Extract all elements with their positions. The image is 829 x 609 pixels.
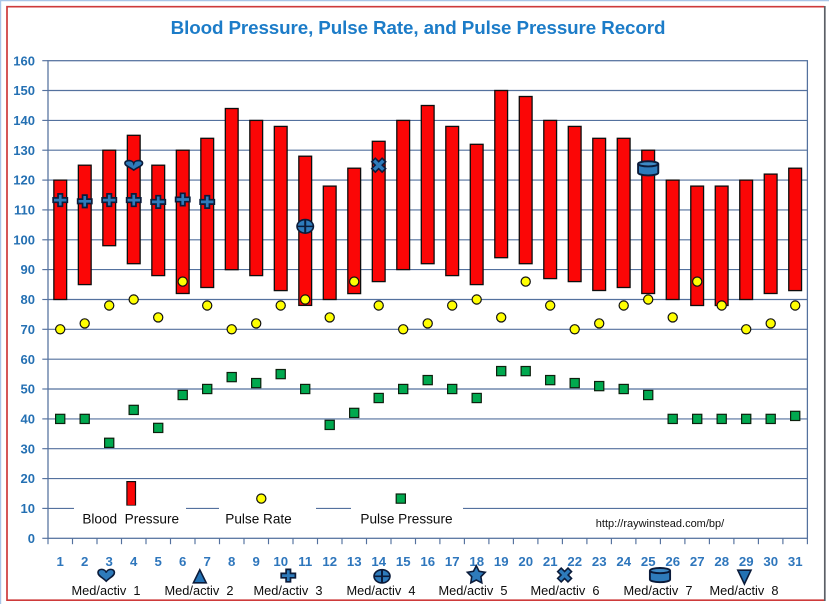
svg-text:21: 21 [543, 554, 558, 569]
svg-text:22: 22 [567, 554, 582, 569]
svg-text:14: 14 [371, 554, 386, 569]
svg-text:3: 3 [106, 554, 113, 569]
svg-text:Med/activ 7: Med/activ 7 [624, 583, 693, 598]
svg-text:11: 11 [298, 554, 312, 569]
svg-text:18: 18 [469, 554, 484, 569]
svg-text:5: 5 [155, 554, 162, 569]
svg-text:24: 24 [616, 554, 631, 569]
svg-text:31: 31 [788, 554, 803, 569]
svg-text:Med/activ 3: Med/activ 3 [254, 583, 323, 598]
svg-text:27: 27 [690, 554, 705, 569]
svg-text:23: 23 [592, 554, 607, 569]
svg-text:http://raywinstead.com/bp/: http://raywinstead.com/bp/ [596, 518, 725, 530]
svg-text:Med/activ 6: Med/activ 6 [531, 583, 600, 598]
svg-text:15: 15 [396, 554, 411, 569]
svg-text:Pulse Rate: Pulse Rate [225, 512, 292, 527]
svg-text:30: 30 [21, 441, 35, 456]
svg-text:28: 28 [714, 554, 729, 569]
svg-text:0: 0 [28, 531, 35, 546]
svg-text:130: 130 [13, 143, 35, 158]
svg-text:29: 29 [739, 554, 754, 569]
svg-text:100: 100 [13, 232, 35, 247]
svg-text:150: 150 [13, 83, 35, 98]
svg-text:Med/activ 5: Med/activ 5 [439, 583, 508, 598]
svg-text:110: 110 [14, 203, 35, 218]
svg-text:9: 9 [253, 554, 260, 569]
svg-text:12: 12 [322, 554, 337, 569]
svg-text:1: 1 [57, 554, 64, 569]
svg-text:13: 13 [347, 554, 362, 569]
svg-text:Blood Pressure, Pulse Rate, an: Blood Pressure, Pulse Rate, and Pulse Pr… [171, 17, 666, 38]
svg-text:Blood Pressure: Blood Pressure [82, 512, 179, 527]
svg-text:10: 10 [21, 501, 35, 516]
svg-text:80: 80 [21, 292, 35, 307]
svg-text:120: 120 [13, 173, 35, 188]
svg-text:160: 160 [13, 53, 35, 68]
svg-text:70: 70 [21, 322, 35, 337]
svg-text:4: 4 [130, 554, 138, 569]
svg-text:2: 2 [81, 554, 88, 569]
svg-text:60: 60 [21, 352, 35, 367]
svg-text:10: 10 [273, 554, 288, 569]
svg-text:16: 16 [420, 554, 435, 569]
svg-text:Med/activ 1: Med/activ 1 [72, 583, 141, 598]
svg-text:25: 25 [641, 554, 656, 569]
svg-text:26: 26 [665, 554, 680, 569]
svg-text:20: 20 [21, 471, 35, 486]
svg-text:90: 90 [21, 262, 35, 277]
svg-text:50: 50 [21, 382, 35, 397]
svg-text:140: 140 [13, 113, 35, 128]
svg-text:20: 20 [518, 554, 533, 569]
svg-text:Pulse Pressure: Pulse Pressure [360, 512, 452, 527]
svg-text:Med/activ 2: Med/activ 2 [165, 583, 234, 598]
svg-text:Med/activ 8: Med/activ 8 [710, 583, 779, 598]
svg-text:6: 6 [179, 554, 186, 569]
svg-text:17: 17 [445, 554, 460, 569]
svg-text:19: 19 [494, 554, 509, 569]
svg-text:7: 7 [204, 554, 211, 569]
svg-text:30: 30 [763, 554, 778, 569]
svg-text:Med/activ 4: Med/activ 4 [347, 583, 416, 598]
svg-text:8: 8 [228, 554, 235, 569]
svg-text:40: 40 [21, 412, 35, 427]
